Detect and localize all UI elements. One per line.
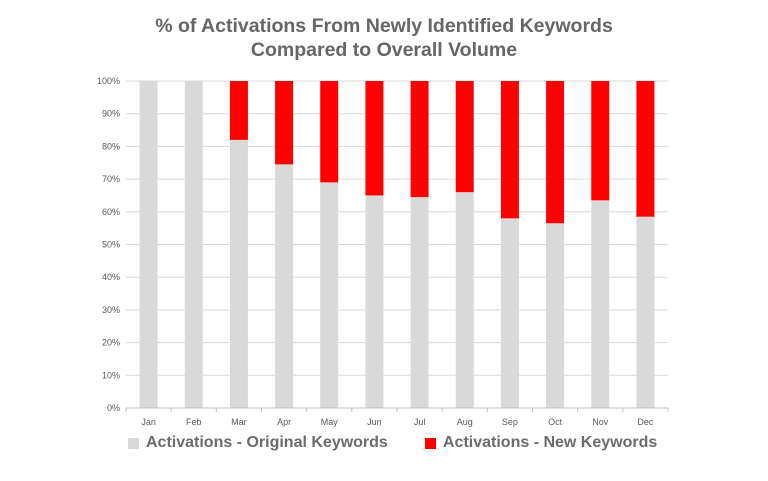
bar-new-keywords bbox=[455, 81, 474, 193]
bar-new-keywords bbox=[500, 81, 519, 219]
bar-original-keywords bbox=[320, 182, 339, 408]
y-tick-label: 30% bbox=[102, 305, 120, 315]
y-tick-label: 50% bbox=[102, 240, 120, 250]
x-tick-label: Apr bbox=[277, 417, 291, 427]
bar-original-keywords bbox=[546, 223, 565, 408]
x-tick-label: Nov bbox=[592, 417, 609, 427]
legend-label-original: Activations - Original Keywords bbox=[146, 434, 388, 451]
bar-new-keywords bbox=[320, 81, 339, 183]
x-tick-label: Aug bbox=[457, 417, 473, 427]
x-tick-label: Jun bbox=[367, 417, 382, 427]
y-tick-label: 100% bbox=[97, 76, 120, 86]
legend-label-new: Activations - New Keywords bbox=[443, 434, 658, 451]
x-tick-label: May bbox=[321, 417, 339, 427]
x-tick-label: Jan bbox=[141, 417, 156, 427]
chart-title-line-2: Compared to Overall Volume bbox=[250, 39, 518, 61]
x-tick-label: Jul bbox=[414, 417, 426, 427]
bar-new-keywords bbox=[546, 81, 565, 224]
x-tick-label: Dec bbox=[637, 417, 654, 427]
bar-new-keywords bbox=[636, 81, 655, 217]
y-tick-label: 20% bbox=[102, 338, 120, 348]
chart-legend: Activations - Original Keywords Activati… bbox=[0, 434, 768, 456]
bar-original-keywords bbox=[455, 192, 474, 408]
x-tick-label: Mar bbox=[231, 417, 247, 427]
x-tick-label: Feb bbox=[186, 417, 202, 427]
bar-new-keywords bbox=[275, 81, 294, 165]
y-tick-label: 40% bbox=[102, 272, 120, 282]
bar-original-keywords bbox=[636, 216, 655, 408]
bar-original-keywords bbox=[139, 81, 158, 408]
bar-new-keywords bbox=[410, 81, 429, 198]
legend-swatch-original bbox=[128, 437, 139, 449]
x-tick-label: Oct bbox=[548, 417, 563, 427]
bar-original-keywords bbox=[275, 164, 294, 408]
y-tick-label: 70% bbox=[102, 174, 120, 184]
legend-item-original: Activations - Original Keywords bbox=[128, 434, 388, 452]
bar-new-keywords bbox=[591, 81, 610, 201]
y-tick-label: 0% bbox=[107, 403, 120, 413]
bar-original-keywords bbox=[184, 81, 203, 408]
y-tick-label: 80% bbox=[102, 141, 120, 151]
y-tick-label: 90% bbox=[102, 109, 120, 119]
bar-original-keywords bbox=[229, 139, 248, 409]
bar-original-keywords bbox=[365, 195, 384, 408]
legend-item-new: Activations - New Keywords bbox=[425, 434, 657, 452]
y-tick-label: 60% bbox=[102, 207, 120, 217]
chart-title: % of Activations From Newly Identified K… bbox=[0, 14, 768, 62]
bar-original-keywords bbox=[410, 197, 429, 408]
bar-original-keywords bbox=[500, 218, 519, 408]
bar-new-keywords bbox=[365, 81, 384, 196]
legend-swatch-new bbox=[425, 437, 436, 449]
y-tick-label: 10% bbox=[102, 370, 120, 380]
chart-title-line-1: % of Activations From Newly Identified K… bbox=[155, 15, 613, 37]
bar-new-keywords bbox=[229, 81, 248, 140]
bar-original-keywords bbox=[591, 200, 610, 408]
x-tick-label: Sep bbox=[502, 417, 518, 427]
